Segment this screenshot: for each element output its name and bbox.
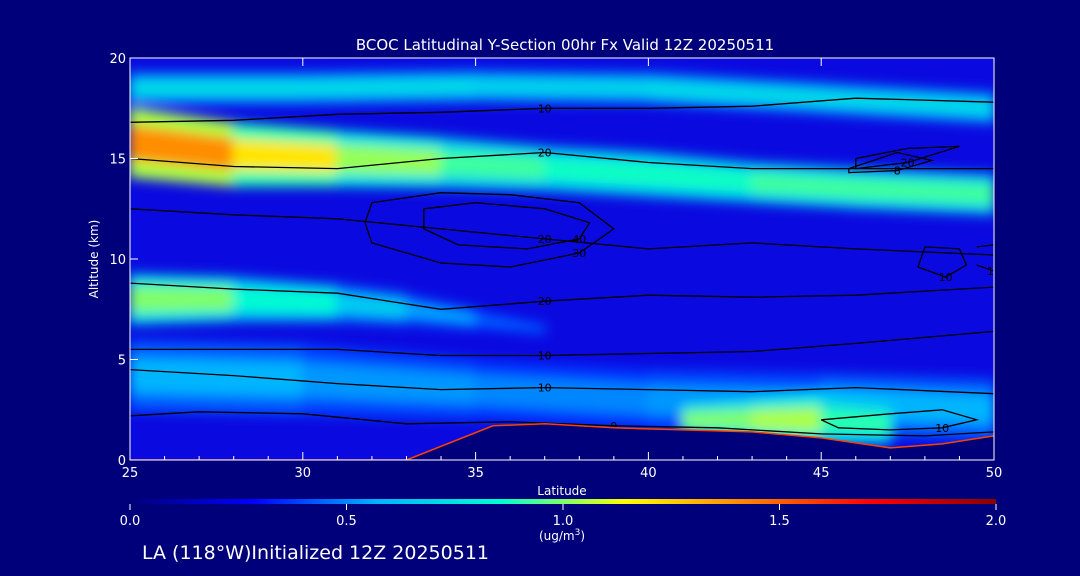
concentration-band-1-core-4: [474, 314, 546, 332]
contour-line-6: [130, 330, 994, 357]
contour-line-2: [130, 208, 994, 256]
contour-line-3: [364, 192, 615, 268]
contour-line-8: [130, 411, 994, 437]
colorbar-gradient: [130, 499, 996, 504]
y-tick-label-0: 0: [118, 454, 126, 469]
contour-label-5: 20: [538, 295, 552, 308]
concentration-band-2-core-4: [820, 90, 994, 116]
concentration-band-0-core-0: [130, 124, 235, 171]
contour-label-12: 10: [939, 271, 953, 284]
concentration-band-0-core-2: [336, 144, 443, 176]
contour-line-12: [917, 246, 968, 278]
concentration-band-2-core-1: [301, 78, 477, 96]
y-axis-label: Altitude (km): [87, 220, 101, 299]
x-tick-label-5: 50: [986, 466, 1003, 481]
colorbar-unit: (ug/m3): [539, 528, 585, 543]
contour-line-9: [820, 409, 980, 431]
colorbar-unit-close: ): [580, 529, 585, 543]
contour-label-13: 10: [987, 265, 1001, 278]
x-tick-label-1: 30: [295, 466, 312, 481]
concentration-band-1-core-2: [336, 294, 408, 317]
y-tick-label-3: 15: [109, 153, 126, 168]
contour-label-11: 8: [894, 165, 901, 178]
contour-label-1: 20: [538, 147, 552, 160]
terrain: [130, 423, 994, 460]
y-tick-label-4: 20: [109, 52, 126, 67]
axes: 25 30 35 40 45 50 0 5 10 15 20: [109, 52, 1002, 481]
contour-line-5: [130, 282, 994, 310]
colorbar: 0.0 0.5 1.0 1.5 2.0: [120, 499, 1007, 529]
contour-label-9: 10: [935, 422, 949, 435]
colorbar-unit-text: (ug/m: [539, 529, 575, 543]
y-tick-label-2: 10: [109, 253, 126, 268]
concentration-band-0-core-4: [543, 157, 650, 186]
concentration-band-3-core-1: [301, 362, 477, 405]
contour-line-7: [130, 368, 994, 395]
contour-label-2: 20: [538, 233, 552, 246]
concentration-band-4-core-1: [751, 407, 823, 433]
concentration-band-1-core-0: [130, 286, 235, 312]
colorbar-tick-label-2: 1.0: [553, 514, 574, 529]
concentration-band-0-core-7: [854, 178, 994, 205]
x-axis-label: Latitude: [537, 484, 586, 498]
x-tick-label-0: 25: [122, 466, 139, 481]
x-tick-label-3: 40: [640, 466, 657, 481]
concentration-band-0-core-5: [647, 163, 754, 193]
x-tick-label-2: 35: [467, 466, 484, 481]
concentration-band-0-core-6: [751, 172, 857, 199]
contour-label-0: 10: [538, 102, 552, 115]
colorbar-tick-label-4: 2.0: [986, 514, 1007, 529]
colorbar-tick-label-0: 0.0: [120, 514, 141, 529]
concentration-band-1-core-1: [232, 288, 339, 313]
footer-initialization-text: LA (118°W)Initialized 12Z 20250511: [142, 542, 489, 564]
contour-label-4: 40: [572, 233, 586, 246]
terrain-mask: [130, 423, 994, 460]
concentration-band-4-core-0: [681, 409, 754, 430]
colorbar-tick-label-1: 0.5: [336, 514, 357, 529]
terrain-edge: [130, 423, 994, 460]
contour-label-8: 0: [610, 420, 617, 433]
concentration-band-2-core-3: [647, 80, 823, 106]
contour-line-13: [976, 244, 994, 272]
chart-title: BCOC Latitudinal Y-Section 00hr Fx Valid…: [356, 36, 774, 54]
y-tick-label-1: 5: [118, 354, 126, 369]
concentration-band-2-core-2: [474, 78, 650, 96]
concentration-band-2-core-0: [130, 80, 304, 96]
concentration-band-0-core-1: [232, 138, 339, 173]
concentration-fields: [130, 71, 994, 445]
colorbar-tick-label-3: 1.5: [769, 514, 790, 529]
contour-label-3: 30: [572, 247, 586, 260]
contour-label-7: 10: [538, 382, 552, 395]
concentration-band-3-core-2: [474, 374, 650, 415]
colorbar-unit-superscript: 3: [575, 528, 581, 538]
x-tick-label-4: 45: [813, 466, 830, 481]
concentration-band-1-core-3: [405, 301, 477, 325]
contour-line-4: [423, 202, 591, 250]
concentration-band-3-core-0: [130, 358, 304, 398]
contour-line-0: [130, 97, 994, 123]
contour-line-11: [848, 151, 935, 174]
contour-line-1: [130, 151, 994, 170]
contour-label-6: 10: [538, 350, 552, 363]
